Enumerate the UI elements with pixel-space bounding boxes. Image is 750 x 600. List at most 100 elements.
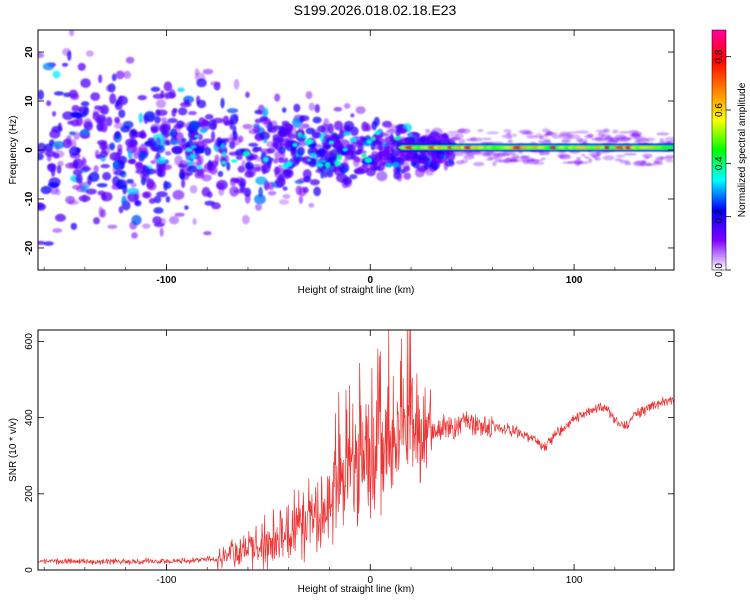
spectrogram-blob <box>259 131 271 141</box>
spectrogram-blob <box>164 95 169 100</box>
snr-xtick-label: -100 <box>156 575 176 586</box>
spectrogram-blob <box>333 120 344 131</box>
spectrogram-blob <box>308 102 315 111</box>
spectrogram-blob <box>142 223 151 229</box>
spectrogram-blob <box>248 142 259 147</box>
spectrogram-blob <box>57 160 64 167</box>
spectrogram-blob <box>389 133 394 143</box>
spectrogram-blob <box>653 161 659 164</box>
spectrogram-blob <box>118 206 124 214</box>
spectrogram-blob <box>333 106 343 112</box>
spectrogram-blob <box>491 156 503 160</box>
spectrogram-blob <box>179 102 192 108</box>
spectrogram-blob <box>212 117 225 124</box>
spectrogram-blob <box>226 161 231 171</box>
spectrogram-blob <box>254 194 266 205</box>
spectrogram-blob <box>465 138 473 142</box>
spectrogram-blob <box>150 160 156 165</box>
spectrogram-blob <box>222 115 230 126</box>
spectrogram-blob <box>38 142 47 154</box>
spectrogram-blob <box>300 134 305 139</box>
spectrogram-blob <box>355 106 366 114</box>
spectrogram-blob <box>302 169 312 179</box>
spectrogram-blob <box>46 100 52 107</box>
spectrogram-blob <box>168 215 180 225</box>
spectrogram-blob <box>327 123 334 134</box>
spectrogram-blob <box>618 131 631 134</box>
colorbar-tick-label: 0.6 <box>714 103 725 117</box>
spectrogram-blob <box>281 163 290 169</box>
spectrogram-blob <box>52 228 63 233</box>
spectrogram-blob <box>71 119 79 127</box>
spectrogram-blob <box>447 130 454 134</box>
spectrogram-blob <box>316 125 327 133</box>
spectrogram-blob <box>460 150 470 155</box>
spectrogram-blob <box>90 92 101 101</box>
spectrogram-blob <box>481 152 491 157</box>
spectrogram-blob <box>230 159 238 163</box>
spectrogram-blob <box>567 160 575 164</box>
snr-ytick-label: 200 <box>24 485 35 502</box>
spectrogram-blob <box>147 137 155 143</box>
spectrogram-xtick-label: 100 <box>566 275 583 286</box>
spectrogram-blob <box>425 128 431 134</box>
spectrogram-blob <box>282 169 292 176</box>
spectrogram-blob <box>599 145 606 150</box>
spectrogram-blob <box>125 138 137 148</box>
colorbar: 0.0 0.2 0.4 0.6 0.8 Normalized spectral ampl… <box>711 29 748 277</box>
spectrogram-blob <box>189 184 198 194</box>
spectrogram-blob <box>107 224 118 229</box>
spectrogram-blob <box>549 145 557 150</box>
spectrogram-blob <box>140 176 147 186</box>
spectrogram-blob <box>114 130 121 140</box>
spectrogram-blob <box>364 157 373 164</box>
chart-title: S199.2026.018.02.18.E23 <box>293 2 457 18</box>
spectrogram-blob <box>376 170 388 182</box>
spectrogram-blob <box>115 118 121 124</box>
spectrogram-blob <box>113 160 119 169</box>
spectrogram-blob <box>160 117 167 122</box>
spectrogram-blob <box>659 138 665 144</box>
spectrogram-blob <box>47 182 59 188</box>
spectrogram-blob <box>42 62 55 71</box>
spectrogram-blob <box>118 95 123 104</box>
spectrogram-blob <box>75 174 83 184</box>
spectrogram-blob <box>257 146 263 152</box>
spectrogram-blob <box>198 117 206 128</box>
spectrogram-blob <box>242 151 251 157</box>
spectrogram-blob <box>178 163 186 169</box>
snr-frame <box>37 329 675 571</box>
spectrogram-blob <box>120 125 131 133</box>
spectrogram-blob <box>157 167 163 177</box>
spectrogram-blob <box>115 70 125 80</box>
spectrogram-blob <box>227 120 234 125</box>
spectrogram-blob <box>77 62 86 71</box>
spectrogram-blob <box>267 190 277 196</box>
spectrogram-blob <box>144 168 157 175</box>
spectrogram-blob <box>306 158 311 162</box>
spectrogram-blob <box>491 161 497 166</box>
spectrogram-blob <box>612 129 619 134</box>
spectrogram-blob <box>156 191 168 198</box>
spectrogram-blob <box>275 176 286 188</box>
spectrogram-blob <box>539 135 545 140</box>
spectrogram-blob <box>665 159 674 163</box>
spectrogram-blobs <box>38 30 674 246</box>
spectrogram-blob <box>217 170 224 177</box>
spectrogram-blob <box>334 160 341 167</box>
spectrogram-blob <box>93 165 99 173</box>
spectrogram-blob <box>126 178 134 184</box>
spectrogram-blob <box>299 115 305 123</box>
spectrogram-blob <box>137 95 147 101</box>
spectrogram-blob <box>78 106 88 114</box>
spectrogram-blob <box>307 139 314 145</box>
spectrogram-blob <box>53 91 65 96</box>
spectrogram-blob <box>178 171 186 180</box>
spectrogram-blob <box>170 140 181 145</box>
spectrogram-blob <box>564 145 570 150</box>
spectrogram-blob <box>414 167 425 178</box>
spectrogram-blob <box>631 133 641 138</box>
spectrogram-blob <box>92 109 99 117</box>
spectrogram-blob <box>189 153 197 160</box>
spectrogram-blob <box>614 158 623 162</box>
